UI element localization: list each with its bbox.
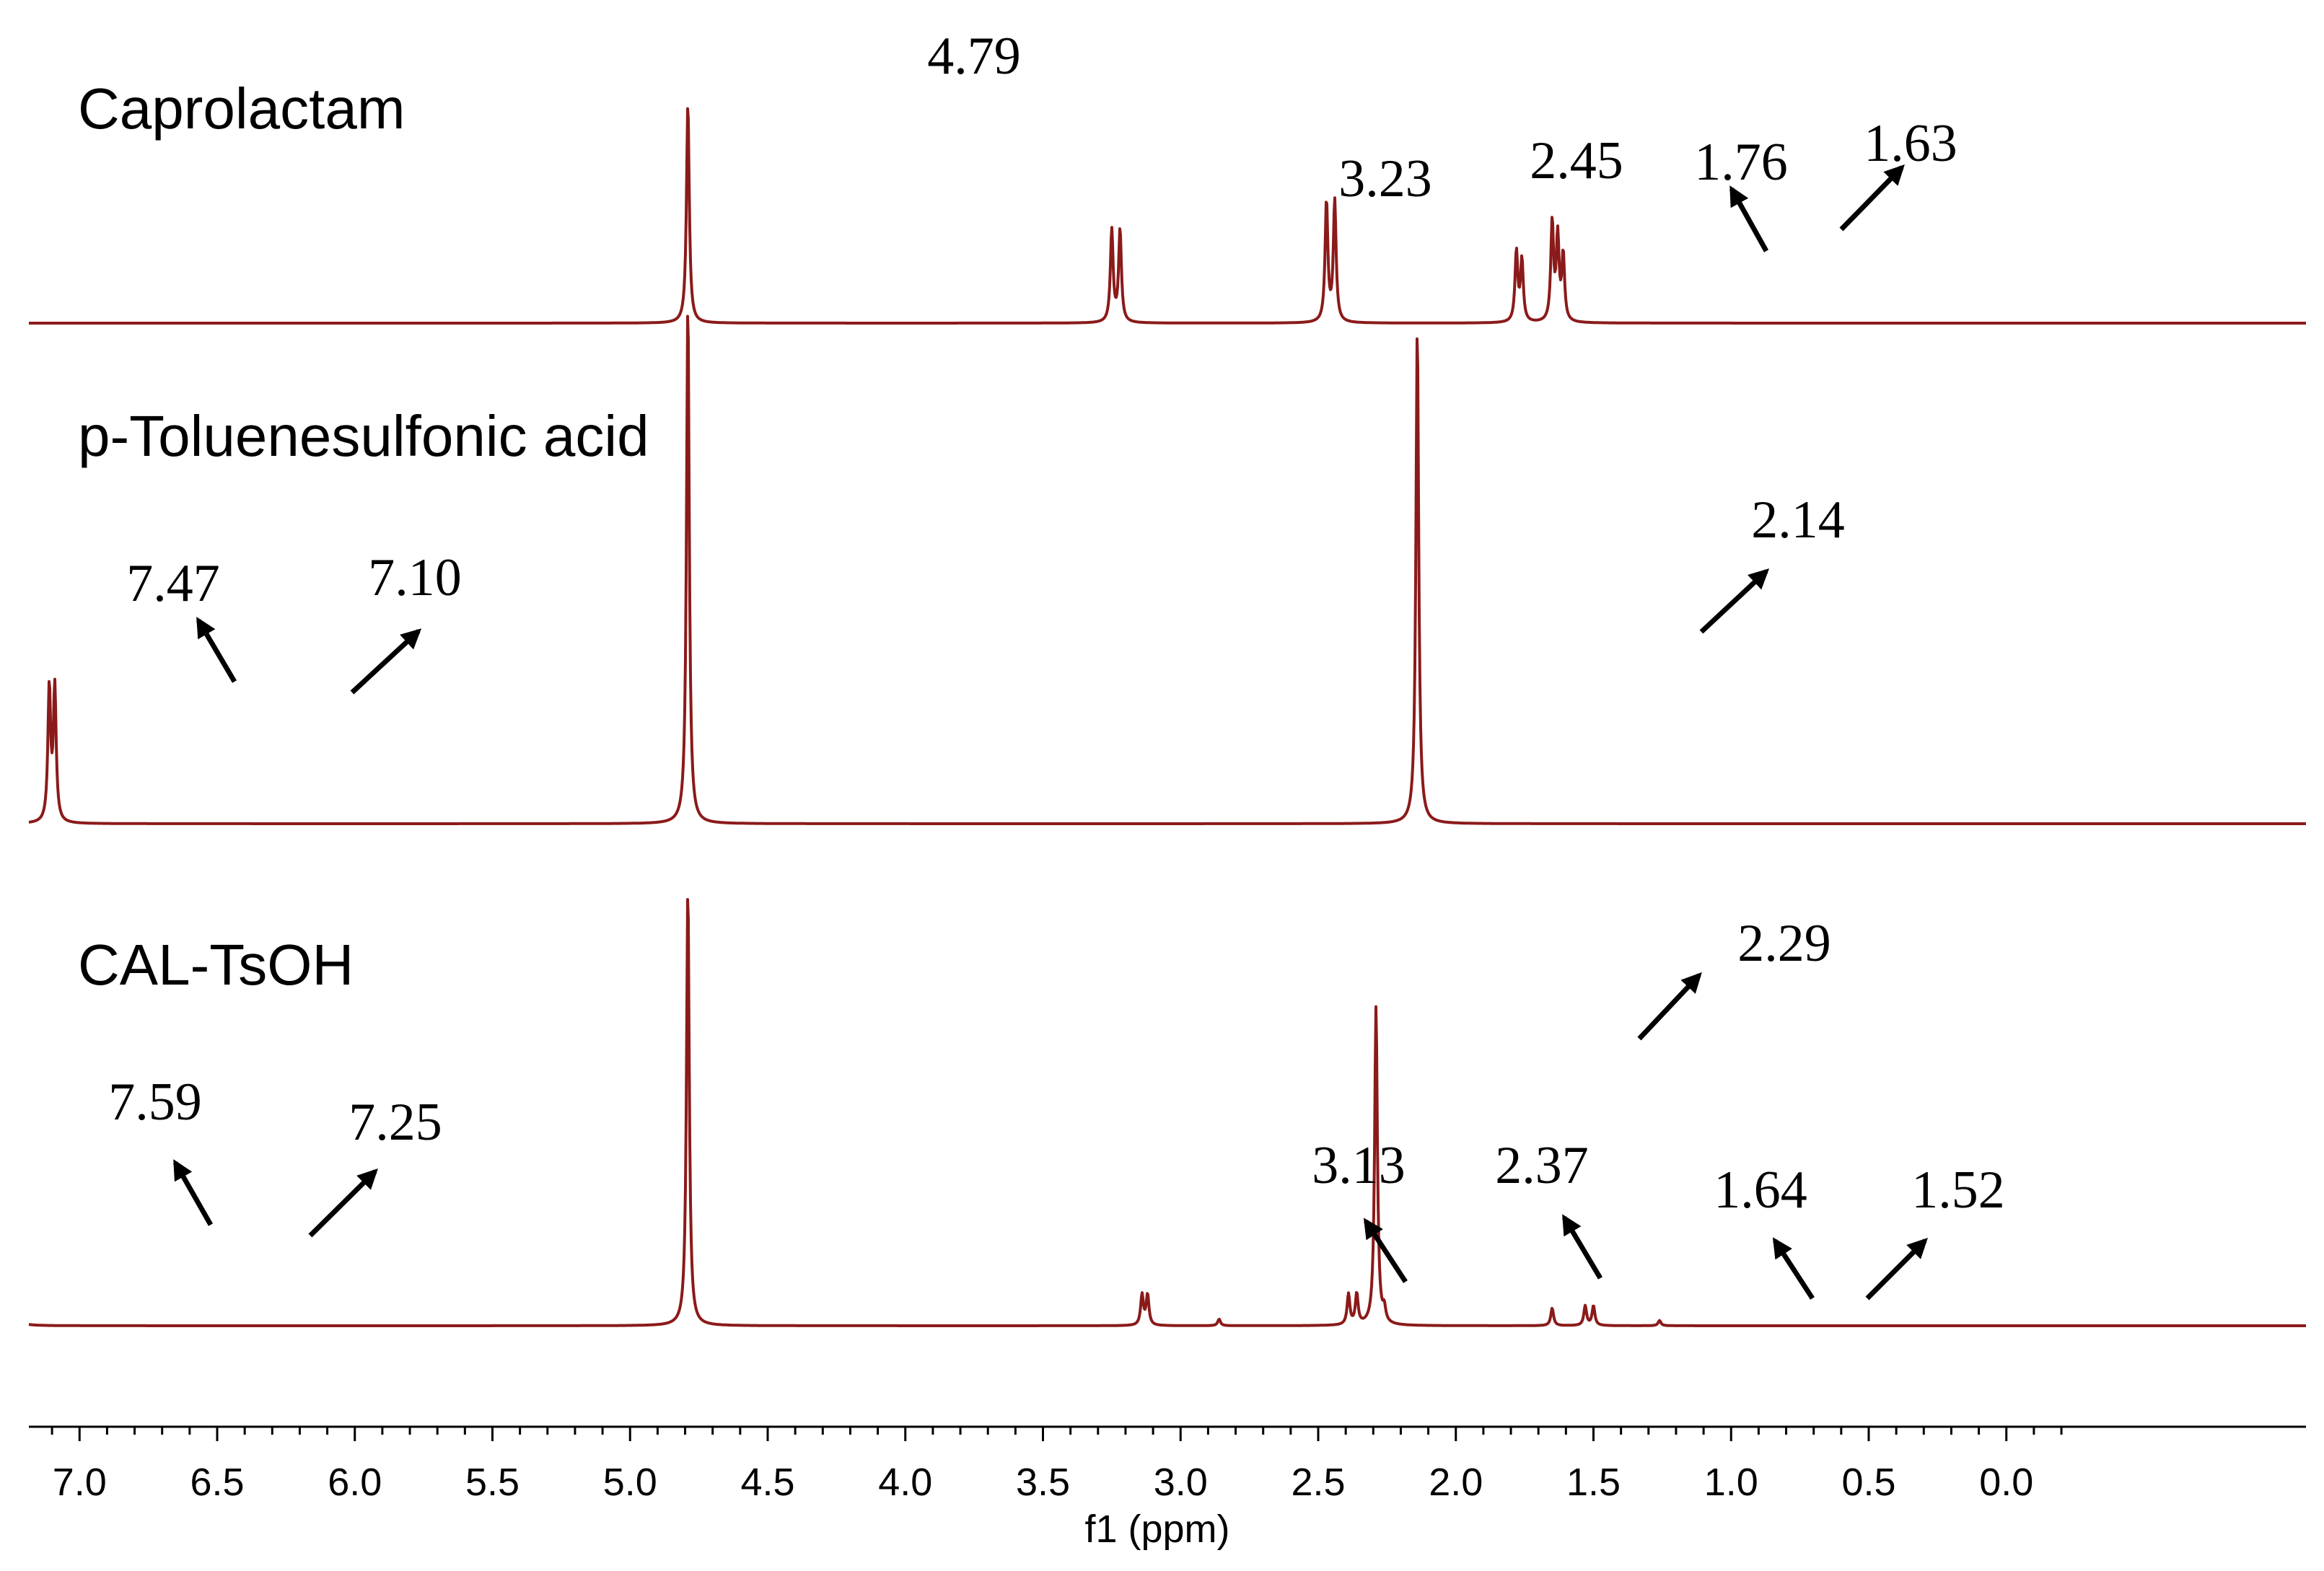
x-tick-label: 2.5	[1291, 1461, 1345, 1504]
x-tick-label: 5.5	[465, 1461, 519, 1504]
peak-label-caltsoh-7-59: 7.59	[108, 1073, 202, 1132]
x-tick-label: 6.0	[328, 1461, 382, 1504]
x-tick-label: 3.0	[1154, 1461, 1208, 1504]
series-label-ptsa: p-Toluenesulfonic acid	[78, 404, 649, 468]
x-tick-label: 1.0	[1704, 1461, 1758, 1504]
peak-label-caltsoh-1-52: 1.52	[1911, 1161, 2005, 1220]
x-tick-label: 5.0	[603, 1461, 657, 1504]
peak-label-caltsoh-7-25: 7.25	[348, 1093, 442, 1152]
spectrum-line-caltsoh	[28, 898, 2307, 1327]
x-tick-label: 1.5	[1566, 1461, 1621, 1504]
peak-label-caltsoh-2-29: 2.29	[1737, 914, 1831, 973]
spectrum-line-caprolactam	[28, 107, 2307, 325]
peak-label-caprolactam-2-45: 2.45	[1530, 131, 1623, 190]
arrow-caltsoh-7-59	[172, 1159, 214, 1226]
peak-label-caltsoh-1-64: 1.64	[1714, 1161, 1807, 1220]
peak-label-ptsa-2-14: 2.14	[1751, 490, 1845, 550]
peak-label-ptsa-7-10: 7.10	[368, 548, 462, 607]
arrow-caltsoh-2-37	[1561, 1214, 1603, 1280]
arrow-caltsoh-1-52	[1865, 1238, 1928, 1301]
arrow-ptsa-7-10	[350, 628, 422, 695]
peak-label-caprolactam-3-23: 3.23	[1338, 149, 1432, 208]
x-axis: 8.07.57.06.56.05.55.04.54.03.53.02.52.01…	[29, 1425, 2306, 1551]
spectra-group	[28, 107, 2307, 1327]
x-tick-label: 0.0	[1979, 1461, 2033, 1504]
peak-label-caltsoh-2-37: 2.37	[1495, 1136, 1589, 1195]
arrow-caltsoh-7-25	[308, 1169, 378, 1238]
arrow-caprolactam-1-76	[1729, 185, 1769, 252]
arrow-ptsa-7-47	[196, 617, 237, 683]
arrow-caltsoh-2-29	[1637, 972, 1702, 1041]
arrow-ptsa-2-14	[1699, 568, 1770, 634]
series-label-caltsoh: CAL-TsOH	[78, 933, 354, 997]
peak-label-caprolactam-4-79: 4.79	[927, 27, 1021, 86]
x-tick-label: 3.5	[1016, 1461, 1070, 1504]
peak-label-caprolactam-1-76: 1.76	[1694, 133, 1788, 192]
peak-label-ptsa-7-47: 7.47	[126, 554, 220, 613]
x-tick-label: 2.0	[1429, 1461, 1483, 1504]
series-label-caprolactam: Caprolactam	[78, 76, 405, 141]
x-axis-title: f1 (ppm)	[1084, 1508, 1229, 1551]
x-tick-label: 6.5	[190, 1461, 244, 1504]
spectrum-line-ptsa	[28, 314, 2307, 825]
arrow-caltsoh-3-13	[1363, 1218, 1408, 1283]
peak-label-caltsoh-3-13: 3.13	[1312, 1136, 1406, 1195]
x-tick-label: 4.0	[878, 1461, 932, 1504]
labels-group: Caprolactam 4.79 3.23 2.45 1.76 1.63 p-Toluene…	[78, 27, 2005, 1301]
x-tick-label: 7.0	[53, 1461, 107, 1504]
peak-label-caprolactam-1-63: 1.63	[1864, 114, 1957, 173]
x-tick-label: 4.5	[740, 1461, 794, 1504]
arrow-caprolactam-1-63	[1839, 164, 1905, 232]
arrow-caltsoh-1-64	[1772, 1237, 1815, 1300]
x-tick-label: 0.5	[1841, 1461, 1895, 1504]
